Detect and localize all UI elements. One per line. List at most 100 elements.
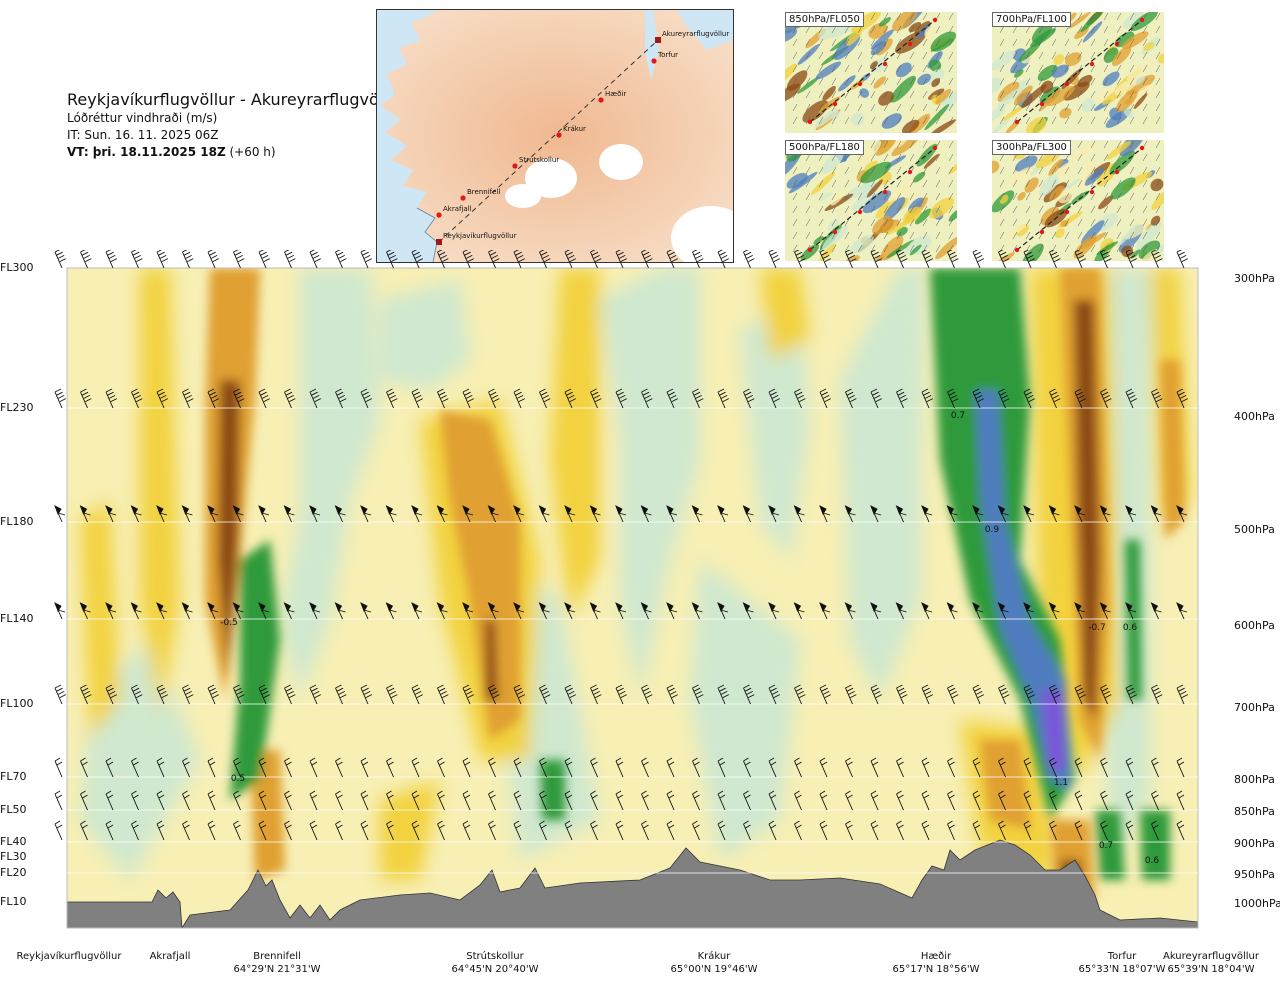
wind-barb [360,388,373,409]
wind-barb [1048,505,1060,523]
wind-barb [845,388,857,409]
wind-barb [717,790,726,811]
glacier-hofsjokull [525,158,577,198]
wind-barb [793,505,805,523]
wind-barb [998,250,1010,269]
wind-barb [794,757,802,778]
wind-barb [1125,790,1134,811]
flight-level-label: FL50 [0,803,27,816]
pressure-label: 600hPa [1234,619,1275,632]
pressure-label: 950hPa [1234,868,1275,881]
station-name: Hæðir [920,951,952,962]
wind-barb [1023,602,1035,620]
wind-barb [309,388,322,409]
wind-barb [998,388,1010,409]
wind-barb [768,820,777,841]
wind-barb [283,602,295,620]
wind-barb [462,388,475,409]
wind-barb [385,602,397,620]
wind-barb [743,250,755,269]
wind-barb [1023,684,1036,705]
waypoint-marker [598,97,604,103]
contour-value-label: 0.7 [951,411,965,421]
pressure-label: 850hPa [1234,805,1275,818]
wind-barb [335,820,343,841]
wind-barb [488,790,496,811]
wind-barb [743,820,751,841]
wind-barb [1100,820,1108,841]
wind-barb [896,820,904,841]
flight-level-label: FL140 [0,612,34,625]
wind-barb [309,505,321,523]
panel-500hpa: 500hPa/FL180 [785,140,957,261]
station-label: Strútskollur 64°45'N 20°40'W [430,950,560,976]
wind-barb [1048,602,1060,620]
wind-barb [666,820,675,841]
waypoint-label: Krákur [563,125,586,133]
wind-barb [1151,250,1163,269]
wind-barb [1150,602,1162,620]
wind-barb [335,757,343,778]
wind-barb [1150,505,1162,523]
valid-time-main: VT: þri. 18.11.2025 18Z [67,145,226,159]
wind-barb [1100,250,1112,269]
wind-barb [641,250,653,269]
wind-barb [207,388,220,409]
terrain-profile [67,839,1198,928]
station-name: Torfur [1107,951,1137,962]
downdraft-zone [980,740,1030,830]
wind-barb [717,602,729,620]
wind-barb [1074,388,1087,409]
wind-barb [615,505,627,523]
wind-barb [182,250,194,269]
panel-label: 700hPa/FL100 [992,12,1071,27]
wind-barb [692,388,704,409]
panel-label: 500hPa/FL180 [785,140,864,155]
wind-barb [411,505,423,523]
wind-barb [513,388,526,409]
wind-barb [284,684,296,705]
wind-barb [1176,684,1189,705]
wind-barb [411,820,420,841]
wind-barb [768,602,780,620]
wind-barb [717,505,729,523]
wind-barb [258,684,271,705]
wind-barb [131,820,139,841]
wind-barb [335,684,347,705]
waypoint-marker [556,132,562,138]
wind-barb [1176,602,1188,620]
wind-barb [717,757,726,778]
updraft-zone-weak [380,280,470,390]
wind-barb [947,820,955,841]
pressure-label: 800hPa [1234,773,1275,786]
wind-barb [411,684,424,705]
wind-barb [743,757,751,778]
wind-barb [794,388,806,409]
wind-barb [284,250,296,269]
wind-barb [437,388,449,409]
wind-barb [615,820,624,841]
route-points: Akureyrarflugvöllur Torfur Hæðir Krákur Strú… [436,30,729,245]
wind-barb [564,388,577,409]
contour-value-label: 0.6 [1123,623,1138,633]
wind-barb [1125,250,1138,269]
wind-barb [1023,820,1032,841]
station-name: Strútskollur [466,951,524,962]
wind-barb [156,757,165,778]
wind-barb [513,757,522,778]
wind-barb [896,757,904,778]
wind-barb [54,820,63,841]
pressure-gridlines [67,407,1198,874]
wind-barb [819,684,832,705]
station-name: Brennifell [253,951,301,962]
pressure-label: 300hPa [1234,272,1275,285]
wind-barb [1176,505,1188,523]
vertical-velocity-field [67,268,1198,928]
wind-barb [1151,757,1159,778]
wind-barb [1151,388,1163,409]
wind-barb [845,250,857,269]
wind-barb [921,505,933,523]
updraft-zone [1125,540,1142,700]
coast-line-west [416,207,438,262]
flight-level-label: FL70 [0,770,27,783]
